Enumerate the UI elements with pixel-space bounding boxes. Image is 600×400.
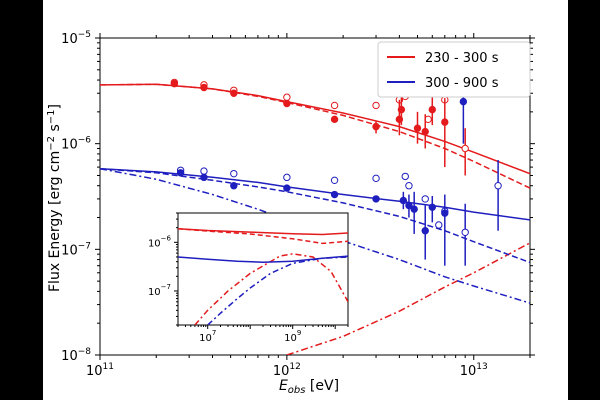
- legend-frame: [377, 41, 531, 98]
- open-point-blue: [401, 172, 409, 181]
- filled-point-red: [441, 118, 449, 126]
- inset-plot-area: [178, 227, 348, 325]
- filled-point-red: [283, 99, 291, 108]
- filled-point-blue: [399, 196, 408, 205]
- y-axis-title: Flux Energy [erg cm−2 s−1]: [46, 104, 63, 292]
- inset-y-tick-label: 10−6: [148, 234, 172, 249]
- filled-point-blue: [330, 190, 339, 199]
- filled-point-blue: [410, 205, 418, 213]
- filled-point-red: [170, 79, 179, 88]
- filled-point-blue: [405, 201, 413, 210]
- filled-point-blue: [283, 184, 291, 192]
- open-point-blue: [435, 221, 443, 229]
- svg-text:Eobs [eV]: Eobs [eV]: [279, 378, 339, 396]
- inset-x-tick-label: 109: [284, 329, 301, 344]
- filled-point-blue: [200, 173, 208, 182]
- filled-point-red: [372, 122, 380, 131]
- filled-point-blue: [421, 227, 429, 235]
- open-point-blue: [494, 182, 502, 190]
- filled-point-blue: [441, 209, 449, 217]
- filled-point-blue: [176, 169, 185, 177]
- open-point-red: [283, 93, 291, 101]
- filled-point-red: [428, 105, 436, 114]
- legend: 230 - 300 s 300 - 900 s: [377, 41, 531, 98]
- model-dashed-blue: [100, 167, 530, 264]
- y-tick-label: 10−5: [61, 30, 91, 47]
- legend-label-red: 230 - 300 s: [425, 51, 499, 66]
- open-point-blue: [421, 195, 429, 203]
- plot-area: [100, 78, 530, 355]
- filled-point-blue: [459, 97, 468, 106]
- filled-point-blue: [428, 203, 436, 211]
- y-tick-label: 10−7: [61, 241, 91, 258]
- filled-point-red: [330, 115, 339, 124]
- inset-y-tick-label: 10−7: [148, 283, 171, 298]
- open-point-blue: [230, 169, 238, 178]
- inset-red-dashdot: [194, 253, 348, 325]
- filled-point-red: [200, 83, 208, 92]
- filled-point-red: [397, 105, 406, 114]
- svg-text:Flux Energy [erg cm−2 s−1]: Flux Energy [erg cm−2 s−1]: [46, 104, 63, 292]
- model-dashdot-blue: [100, 167, 530, 304]
- x-axis-title: Eobs [eV]: [279, 378, 339, 396]
- open-point-blue: [330, 176, 339, 185]
- y-tick-label: 10−6: [61, 136, 91, 153]
- inset-blue-dashdot: [207, 256, 348, 325]
- flux-energy-chart: 10−8 10−7 10−6 10−5 1011 1012 1013 10−7 10−6 107…: [46, 30, 535, 396]
- x-tick-label: 1012: [273, 362, 301, 379]
- inset-red-dashed: [178, 227, 348, 245]
- x-tick-label: 1013: [460, 362, 488, 379]
- open-point-red: [372, 101, 380, 110]
- model-solid-blue: [100, 167, 530, 221]
- open-point-red: [461, 144, 469, 153]
- open-point-blue: [405, 182, 413, 190]
- model-dashed-red: [100, 83, 530, 189]
- chart-canvas: 10−8 10−7 10−6 10−5 1011 1012 1013 10−7 10−6 107…: [43, 0, 568, 400]
- open-point-red: [330, 101, 339, 110]
- model-dashdot-red: [286, 242, 530, 355]
- open-point-blue: [283, 173, 291, 182]
- y-tick-label: 10−8: [61, 347, 91, 364]
- open-point-blue: [372, 174, 380, 183]
- open-point-blue: [461, 228, 469, 236]
- open-point-blue: [200, 167, 208, 175]
- filled-point-blue: [230, 182, 238, 190]
- filled-point-red: [230, 89, 238, 97]
- inset-axes: 10−7 10−6 107 109: [148, 212, 349, 344]
- filled-point-red: [421, 127, 429, 136]
- x-tick-label: 1011: [86, 362, 114, 379]
- legend-label-blue: 300 - 900 s: [425, 76, 499, 91]
- filled-point-blue: [372, 195, 380, 203]
- inset-x-tick-label: 107: [199, 329, 216, 344]
- filled-point-red: [413, 124, 422, 132]
